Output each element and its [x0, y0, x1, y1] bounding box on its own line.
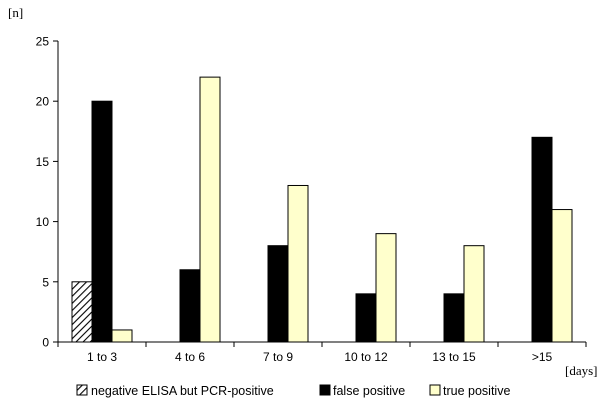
bar-false-positive	[179, 269, 201, 343]
bar-true-positive	[111, 329, 133, 343]
legend-label: false positive	[333, 384, 405, 398]
y-tick-label: 10	[36, 215, 50, 229]
bar-false-positive	[443, 293, 465, 343]
bar-false-positive	[91, 100, 113, 343]
y-tick-label: 5	[42, 275, 49, 289]
x-tick-label: 13 to 15	[432, 350, 476, 364]
x-axis-ticks: 1 to 3 4 to 6 7 to 9 10 to 12 13 to 15 >15	[57, 342, 587, 364]
legend-swatch	[429, 384, 441, 396]
x-tick-label: 4 to 6	[175, 350, 205, 364]
legend-label: negative ELISA but PCR-positive	[91, 384, 274, 398]
legend-swatch	[319, 384, 331, 396]
y-tick-label: 20	[36, 95, 50, 109]
x-tick-label: 1 to 3	[87, 350, 117, 364]
legend-label: true positive	[443, 384, 510, 398]
bar-true-positive	[199, 76, 221, 343]
bar-true-positive	[463, 245, 485, 343]
bar-true-positive	[551, 209, 573, 343]
x-tick-label: 7 to 9	[263, 350, 293, 364]
y-axis-ticks: 0 5 10 15 20 25	[36, 35, 58, 350]
bar-true-positive	[375, 233, 397, 343]
x-axis-label: [days]	[565, 363, 598, 378]
axes	[57, 41, 586, 343]
x-tick-label: 10 to 12	[344, 350, 388, 364]
y-axis-label: [n]	[8, 5, 23, 20]
bar-false-positive	[355, 293, 377, 343]
legend-swatch	[76, 384, 88, 396]
x-tick-label: >15	[532, 350, 553, 364]
bars	[71, 76, 573, 343]
bar-negative-elisa	[71, 281, 93, 343]
y-tick-label: 0	[42, 336, 49, 350]
bar-false-positive	[267, 245, 289, 343]
y-tick-label: 15	[36, 155, 50, 169]
y-tick-label: 25	[36, 35, 50, 49]
bar-true-positive	[287, 184, 309, 343]
legend: negative ELISA but PCR-positive false pos…	[76, 384, 510, 398]
bar-false-positive	[531, 136, 553, 343]
